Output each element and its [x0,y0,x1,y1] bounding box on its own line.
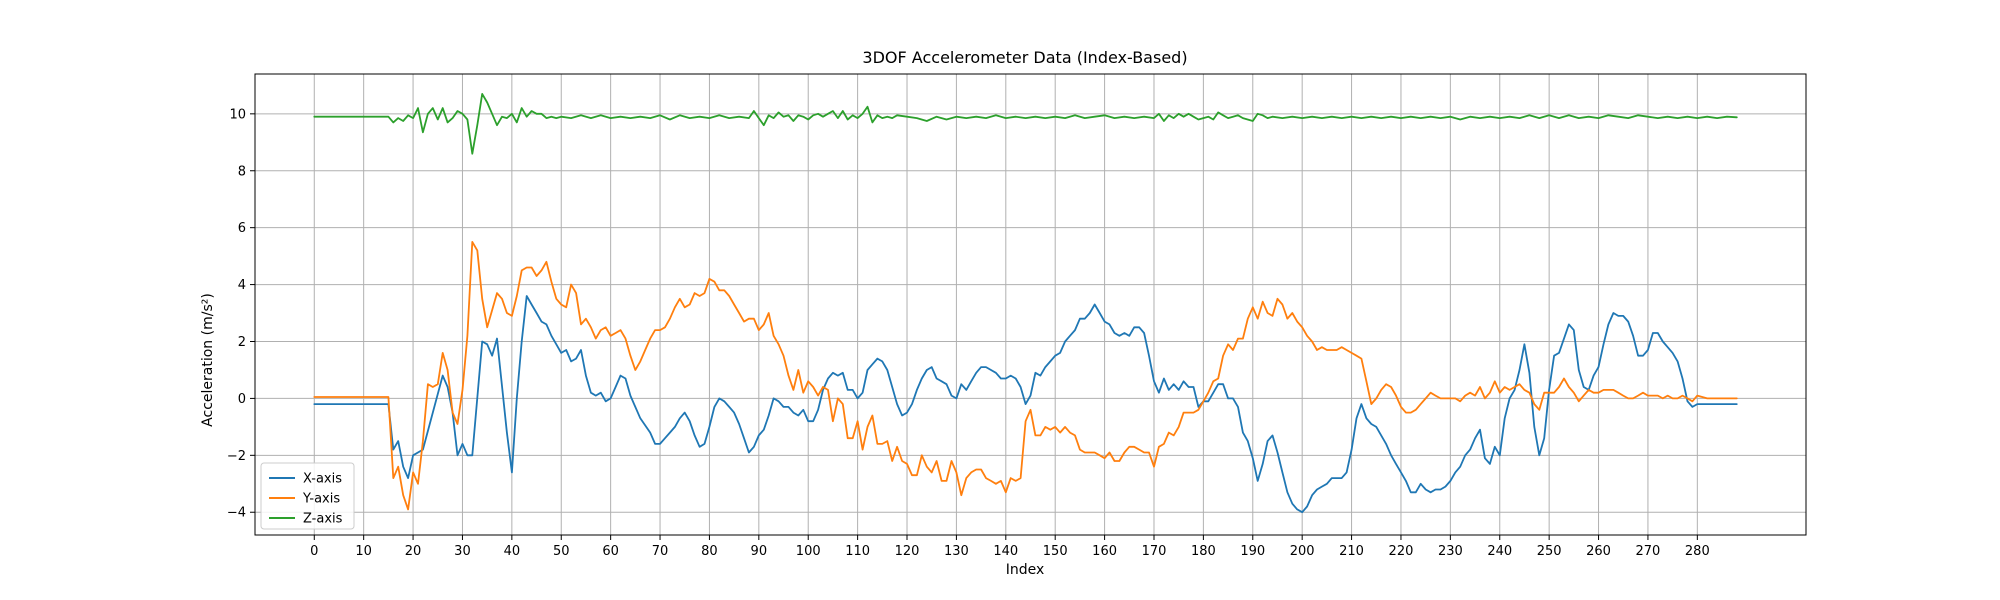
x-tick-label: 130 [944,544,969,559]
x-tick-label: 220 [1389,544,1414,559]
chart-title: 3DOF Accelerometer Data (Index-Based) [862,48,1187,67]
x-tick-label: 60 [602,544,619,559]
x-tick-label: 0 [310,544,318,559]
y-tick-label: 6 [238,221,246,236]
y-tick-label: 0 [238,392,246,407]
x-tick-label: 280 [1685,544,1710,559]
plot-area-frame [254,73,1807,536]
series-line-z-axis [313,93,1738,155]
y-tick-label: 8 [238,164,246,179]
x-tick-label: 140 [993,544,1018,559]
x-tick-label: 20 [405,544,422,559]
x-tick-label: 30 [454,544,471,559]
legend-label-z-axis: Z-axis [303,512,343,527]
series-line-x-axis [313,295,1738,514]
x-tick-label: 90 [751,544,768,559]
x-tick-label: 240 [1487,544,1512,559]
legend-label-y-axis: Y-axis [302,492,340,507]
x-tick-label: 170 [1142,544,1167,559]
x-tick-label: 70 [652,544,669,559]
y-tick-label: 10 [229,107,246,122]
series-line-y-axis [313,241,1738,511]
legend-box [260,462,355,530]
x-tick-label: 10 [355,544,372,559]
x-tick-label: 100 [796,544,821,559]
x-tick-label: 180 [1191,544,1216,559]
series-lines [313,93,1738,514]
x-tick-label: 210 [1339,544,1364,559]
y-tick-label: 4 [238,278,246,293]
x-tick-label: 50 [553,544,570,559]
y-tick-label: 2 [238,335,246,350]
y-axis-label: Acceleration (m/s²) [200,293,216,427]
x-tick-label: 190 [1240,544,1265,559]
legend-label-x-axis: X-axis [303,472,342,487]
legend: X-axis Y-axis Z-axis [260,462,355,530]
x-tick-label: 40 [504,544,521,559]
x-tick-label: 160 [1092,544,1117,559]
x-tick-label: 80 [701,544,718,559]
x-tick-label: 260 [1586,544,1611,559]
x-tick-label: 110 [845,544,870,559]
x-tick-label: 250 [1537,544,1562,559]
x-tick-label: 230 [1438,544,1463,559]
x-tick-label: 200 [1290,544,1315,559]
x-tick-label: 150 [1043,544,1068,559]
x-tick-label: 270 [1636,544,1661,559]
y-tick-label: −2 [227,449,246,464]
x-axis-label: Index [1006,562,1045,578]
x-axis-ticks: 0 10 20 30 40 50 60 70 80 90 100 110 120 130 140 150 160… [310,535,1710,559]
y-tick-label: −4 [227,506,246,521]
x-tick-label: 120 [895,544,920,559]
y-axis-ticks: −4 −2 0 2 4 6 8 10 [227,107,255,521]
